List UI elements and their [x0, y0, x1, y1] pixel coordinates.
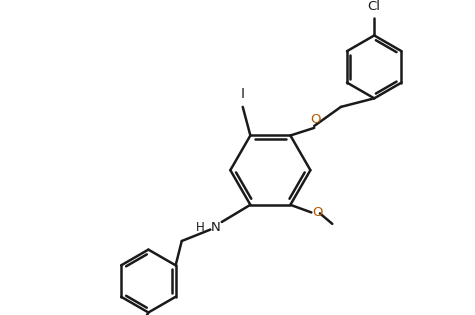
Text: H: H: [196, 221, 205, 234]
Text: O: O: [310, 113, 321, 126]
Text: Cl: Cl: [368, 0, 381, 13]
Text: O: O: [312, 206, 323, 219]
Text: I: I: [241, 87, 245, 101]
Text: N: N: [210, 221, 220, 234]
